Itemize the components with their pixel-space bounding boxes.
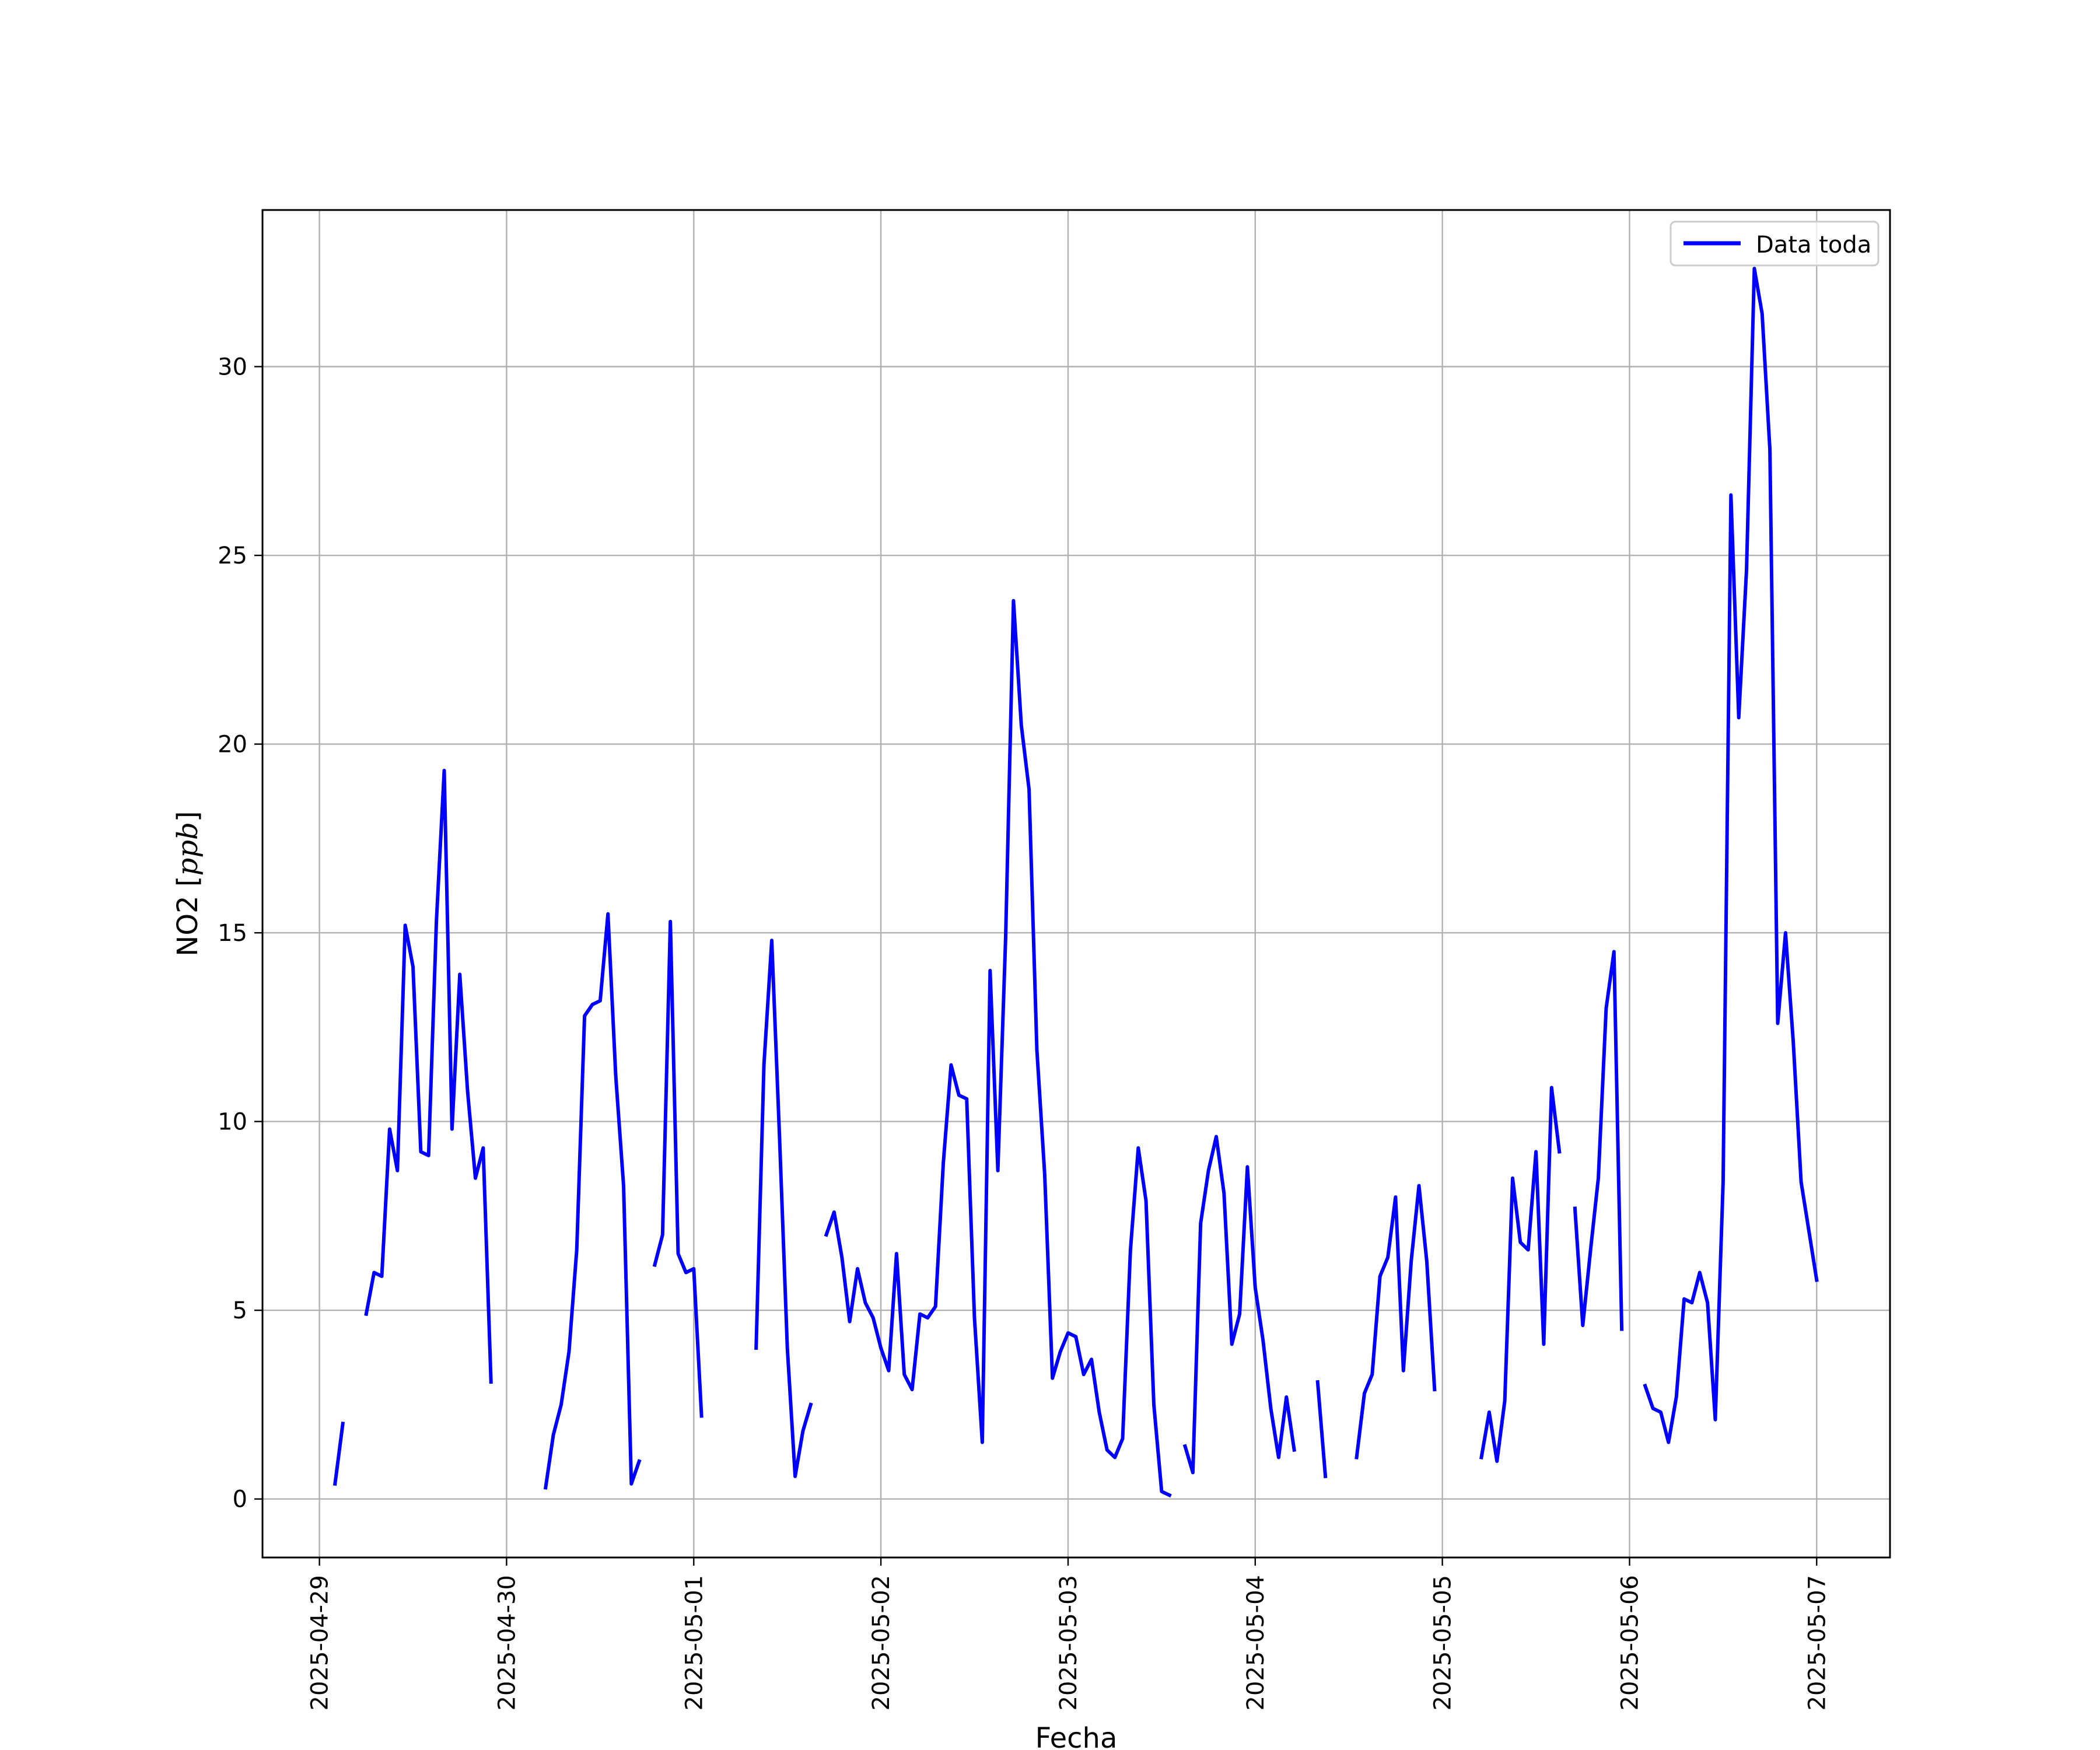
series-line-segment xyxy=(332,1421,345,1486)
y-tick-label: 20 xyxy=(218,732,247,758)
series-line-segment xyxy=(1573,950,1624,1331)
x-tick-label: 2025-04-30 xyxy=(494,1575,520,1710)
x-tick-label: 2025-05-01 xyxy=(681,1575,708,1710)
series-line-segment xyxy=(1643,267,1819,1444)
y-axis-label-unit: ppb xyxy=(172,822,204,876)
series-layer xyxy=(332,267,1819,1498)
series-line-segment xyxy=(1354,1184,1437,1460)
x-tick-label: 2025-05-07 xyxy=(1804,1575,1831,1710)
x-tick-label: 2025-05-04 xyxy=(1242,1575,1269,1710)
series-line-segment xyxy=(543,912,642,1490)
series-line-segment xyxy=(1479,1086,1562,1463)
y-axis-label-close: ] xyxy=(172,811,204,822)
grid-layer xyxy=(262,210,1890,1558)
legend: Data toda xyxy=(1670,220,1880,267)
series-line-segment xyxy=(1315,1380,1328,1479)
x-tick-label: 2025-05-05 xyxy=(1430,1575,1457,1710)
y-tick-label: 10 xyxy=(218,1109,247,1136)
x-tick-label: 2025-05-06 xyxy=(1617,1575,1644,1710)
series-line-segment xyxy=(652,919,704,1418)
series-line-segment xyxy=(754,939,813,1478)
y-tick-label: 5 xyxy=(233,1297,247,1324)
x-tick-label: 2025-04-29 xyxy=(307,1575,334,1710)
y-axis-label: NO2 [ppb] xyxy=(172,811,204,956)
y-axis-label-main: NO2 [ xyxy=(172,876,204,956)
y-tick-label: 30 xyxy=(218,354,247,381)
y-tick-label: 25 xyxy=(218,542,247,569)
y-tick-label: 15 xyxy=(218,920,247,947)
series-line-segment xyxy=(364,768,493,1384)
x-tick-label: 2025-05-02 xyxy=(868,1575,895,1710)
x-tick-label: 2025-05-03 xyxy=(1055,1575,1082,1710)
x-axis-label: Fecha xyxy=(1035,1722,1118,1750)
series-line-segment xyxy=(1182,1135,1297,1475)
plot-background xyxy=(262,210,1890,1558)
tick-layer: 2025-04-29 2025-04-30 2025-05-01 2025-05-02… xyxy=(218,354,1831,1711)
legend-box xyxy=(1670,220,1880,267)
plot-frame xyxy=(261,209,1891,1559)
y-tick-label: 0 xyxy=(233,1486,247,1513)
legend-label: Data toda xyxy=(1756,232,1871,258)
series-line-segment xyxy=(824,598,1172,1498)
